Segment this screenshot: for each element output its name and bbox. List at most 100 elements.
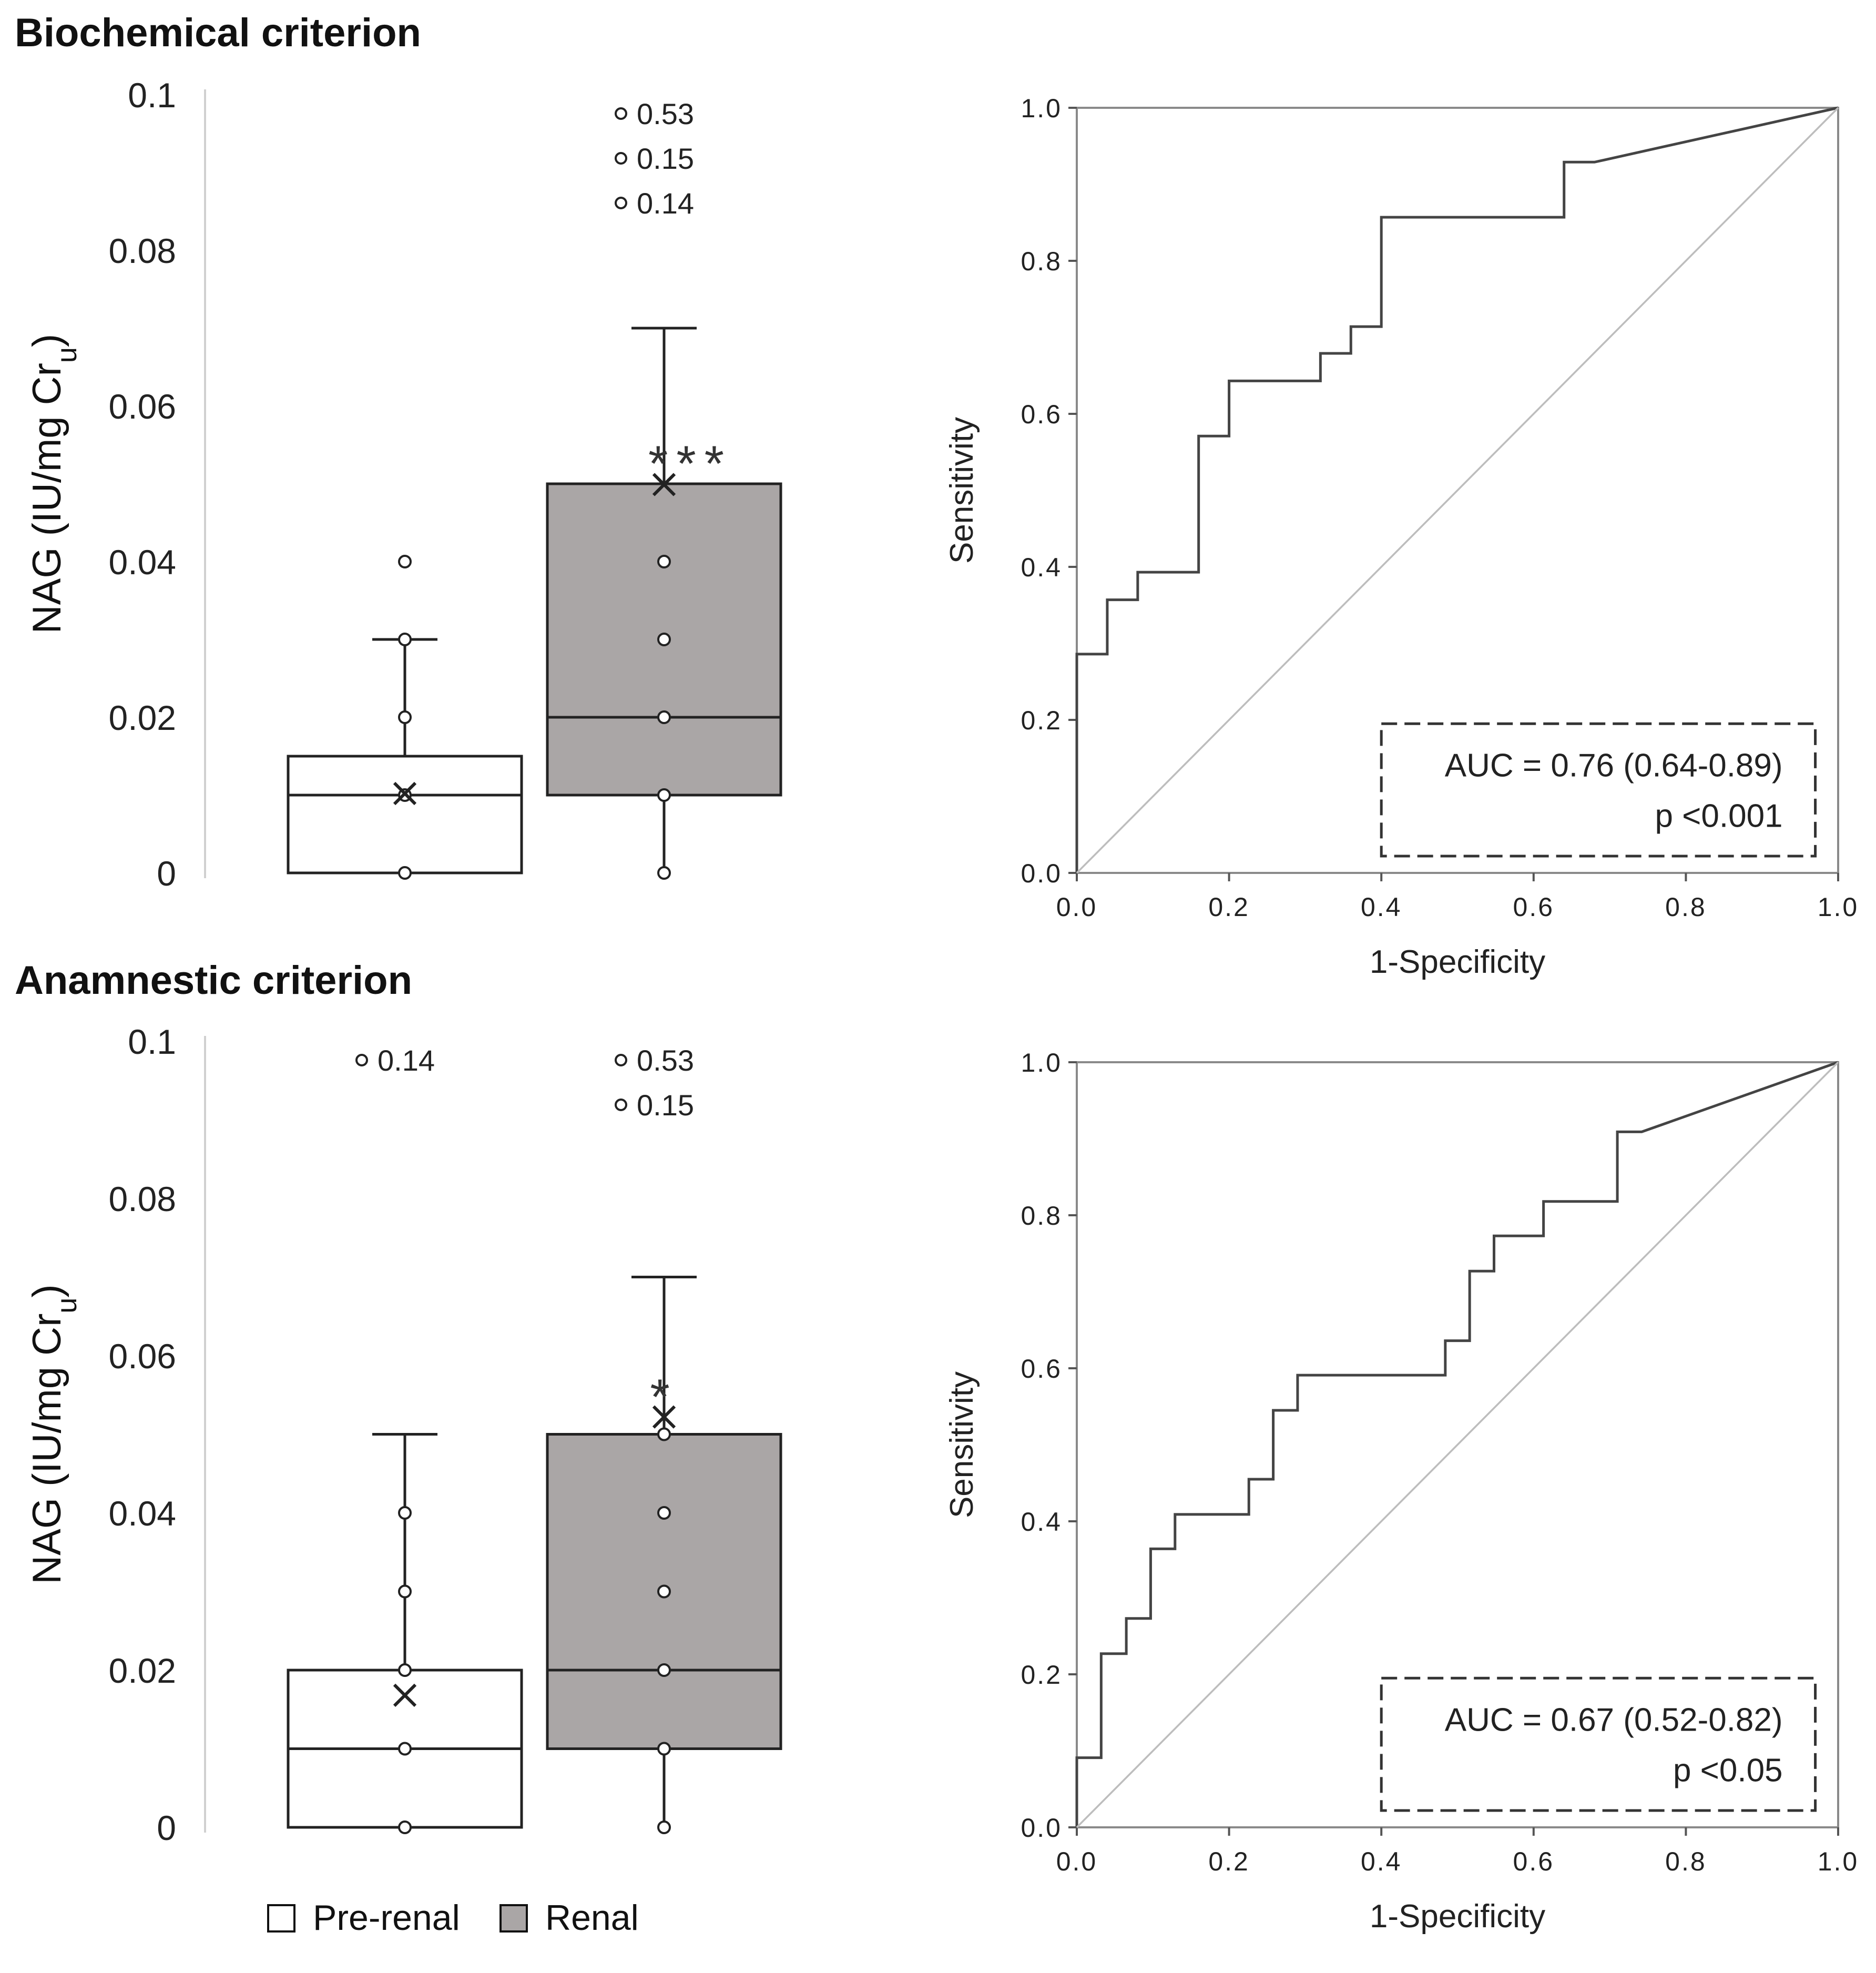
legend-label-pre-renal: Pre-renal bbox=[313, 1898, 460, 1938]
panel-title-biochemical: Biochemical criterion bbox=[15, 11, 421, 55]
y-tick-label: 0.1 bbox=[128, 76, 176, 115]
mean-marker bbox=[652, 1405, 676, 1429]
reference-diagonal-line bbox=[1076, 1061, 1839, 1828]
data-point bbox=[657, 1663, 671, 1677]
reference-diagonal-line bbox=[1076, 107, 1839, 874]
x-tick-label: 0.8 bbox=[1665, 1847, 1707, 1876]
outlier-label: 0.53 bbox=[637, 1044, 694, 1077]
data-point bbox=[398, 1506, 412, 1520]
anamnestic-roc-plot: 0.0 0.0 0.2 0.2 0.4 0.4 0.6 0.6 0.8 0.8 1.0 1.0 1-Sp… bbox=[944, 1048, 1859, 1935]
outlier-label: 0.14 bbox=[637, 187, 694, 220]
x-tick-label: 0.0 bbox=[1056, 892, 1098, 922]
y-axis-label: NAG (IU/mg Cru) bbox=[25, 1284, 83, 1584]
legend-label-renal: Renal bbox=[545, 1898, 639, 1938]
outlier-point bbox=[615, 152, 627, 165]
mean-marker bbox=[652, 473, 676, 496]
data-point bbox=[398, 555, 412, 568]
mean-marker bbox=[393, 781, 417, 806]
y-tick-label: 0.02 bbox=[109, 698, 176, 737]
outlier-point bbox=[615, 1099, 627, 1111]
y-tick-label: 0.2 bbox=[1021, 706, 1062, 735]
outlier-label: 0.53 bbox=[637, 97, 694, 130]
data-point bbox=[657, 1742, 671, 1756]
data-point bbox=[657, 555, 671, 568]
data-point bbox=[657, 1506, 671, 1520]
x-tick-label: 1.0 bbox=[1818, 1847, 1859, 1876]
data-point bbox=[398, 710, 412, 724]
auc-annotation-box bbox=[1380, 722, 1817, 858]
y-tick-label: 0.08 bbox=[109, 231, 176, 270]
box-group-pre-renal: 0.14 bbox=[287, 1044, 523, 1834]
y-tick-label: 0.4 bbox=[1021, 553, 1062, 582]
significance-marker: * bbox=[650, 1369, 678, 1426]
box-group-renal: * 0.53 0.15 bbox=[546, 1044, 782, 1834]
y-axis-label: NAG (IU/mg Cru) bbox=[25, 334, 83, 634]
y-tick-label: 0.8 bbox=[1021, 1201, 1062, 1230]
y-tick-label: 0.1 bbox=[128, 1022, 176, 1061]
y-tick-label: 0.02 bbox=[109, 1651, 176, 1690]
data-point bbox=[657, 1584, 671, 1599]
x-axis-label: 1-Specificity bbox=[1370, 1898, 1545, 1935]
box bbox=[287, 755, 523, 874]
y-axis-label: Sensitivity bbox=[944, 1371, 980, 1518]
biochemical-roc-plot: 0.0 0.0 0.2 0.2 0.4 0.4 0.6 0.6 0.8 0.8 1.0 1.0 1-Sp… bbox=[944, 94, 1859, 980]
legend-swatch-renal bbox=[499, 1904, 528, 1933]
anamnestic-box-plot: 0 0.02 0.04 0.06 0.08 0.1 NAG (IU/mg Cru) 0.14 *… bbox=[25, 1022, 782, 1847]
outlier-label: 0.14 bbox=[378, 1044, 435, 1077]
y-tick-label: 0.0 bbox=[1021, 859, 1062, 888]
y-tick-label: 0.6 bbox=[1021, 1354, 1062, 1384]
plot-frame bbox=[1076, 1061, 1839, 1828]
data-point bbox=[657, 1821, 671, 1834]
outlier-point bbox=[615, 197, 627, 209]
data-point bbox=[398, 1584, 412, 1599]
y-tick-label: 0.06 bbox=[109, 387, 176, 426]
y-axis-label: Sensitivity bbox=[944, 417, 980, 564]
y-tick-label: 0 bbox=[157, 854, 176, 893]
outlier-label: 0.15 bbox=[637, 1089, 694, 1122]
mean-marker bbox=[393, 1683, 417, 1707]
y-tick-label: 0.6 bbox=[1021, 400, 1062, 429]
y-tick-label: 1.0 bbox=[1021, 1048, 1062, 1077]
x-axis-label: 1-Specificity bbox=[1370, 944, 1545, 980]
auc-value-label: AUC = 0.67 (0.52-0.82) bbox=[1445, 1702, 1783, 1738]
x-tick-label: 0.6 bbox=[1513, 1847, 1555, 1876]
x-tick-label: 0.2 bbox=[1208, 892, 1250, 922]
legend-swatch-pre-renal bbox=[267, 1904, 295, 1933]
data-point bbox=[398, 1821, 412, 1834]
data-point bbox=[657, 633, 671, 646]
data-point bbox=[398, 866, 412, 880]
x-tick-label: 0.2 bbox=[1208, 1847, 1250, 1876]
box-group-pre-renal bbox=[287, 555, 523, 880]
p-value-label: p <0.001 bbox=[1655, 798, 1782, 834]
y-tick-label: 0.08 bbox=[109, 1179, 176, 1218]
y-tick-label: 0.04 bbox=[109, 1494, 176, 1533]
x-tick-label: 0.8 bbox=[1665, 892, 1707, 922]
x-tick-label: 0.6 bbox=[1513, 892, 1555, 922]
data-point bbox=[398, 633, 412, 646]
y-tick-label: 1.0 bbox=[1021, 94, 1062, 123]
y-tick-label: 0.06 bbox=[109, 1337, 176, 1376]
biochemical-box-plot: 0 0.02 0.04 0.06 0.08 0.1 NAG (IU/mg Cru) *** 0.… bbox=[25, 76, 782, 893]
data-point bbox=[398, 1663, 412, 1677]
data-point bbox=[657, 1427, 671, 1441]
x-tick-label: 0.4 bbox=[1361, 1847, 1402, 1876]
box-group-renal: *** 0.53 0.15 0.14 bbox=[546, 97, 782, 880]
panel-title-anamnestic: Anamnestic criterion bbox=[15, 958, 412, 1003]
y-tick-label: 0.4 bbox=[1021, 1507, 1062, 1537]
data-point bbox=[657, 710, 671, 724]
plot-frame bbox=[1076, 107, 1839, 874]
outlier-label: 0.15 bbox=[637, 142, 694, 175]
outlier-point bbox=[615, 107, 627, 120]
x-tick-label: 0.4 bbox=[1361, 892, 1402, 922]
outlier-point bbox=[615, 1054, 627, 1066]
data-point bbox=[657, 788, 671, 802]
legend: Pre-renal Renal bbox=[267, 1898, 639, 1938]
data-point bbox=[398, 1742, 412, 1756]
x-tick-label: 0.0 bbox=[1056, 1847, 1098, 1876]
roc-curve-line bbox=[1075, 1061, 1839, 1827]
y-tick-label: 0.8 bbox=[1021, 247, 1062, 276]
y-tick-label: 0 bbox=[157, 1808, 176, 1847]
x-tick-label: 1.0 bbox=[1818, 892, 1859, 922]
